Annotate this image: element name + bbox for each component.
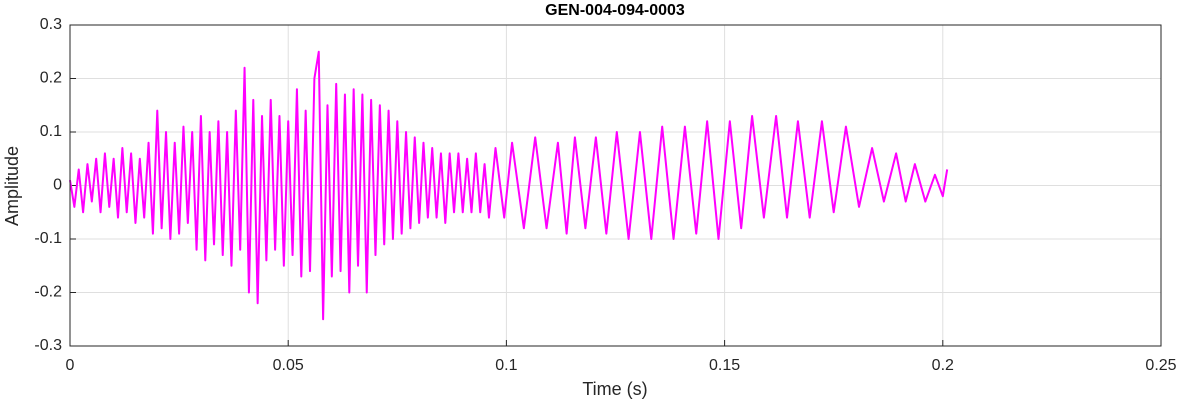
chart-title: GEN-004-094-0003: [545, 2, 685, 19]
x-tick-label: 0.05: [273, 357, 304, 374]
x-axis-label: Time (s): [582, 379, 647, 399]
y-tick-label: -0.2: [34, 284, 62, 301]
y-tick-label: -0.3: [34, 337, 62, 354]
y-tick-label: 0.3: [40, 16, 62, 33]
x-tick-label: 0.15: [709, 357, 740, 374]
x-tick-label: 0: [66, 357, 75, 374]
waveform-line: [69, 50, 949, 321]
x-tick-label: 0.1: [495, 357, 517, 374]
x-tick-label: 0.2: [932, 357, 954, 374]
x-tick-label: 0.25: [1145, 357, 1176, 374]
y-tick-label: 0.2: [40, 70, 62, 87]
y-tick-label: 0.1: [40, 123, 62, 140]
y-tick-label: 0: [53, 177, 62, 194]
plot-frame: [69, 24, 1162, 347]
y-axis-label: Amplitude: [2, 146, 22, 226]
y-tick-label: -0.1: [34, 230, 62, 247]
